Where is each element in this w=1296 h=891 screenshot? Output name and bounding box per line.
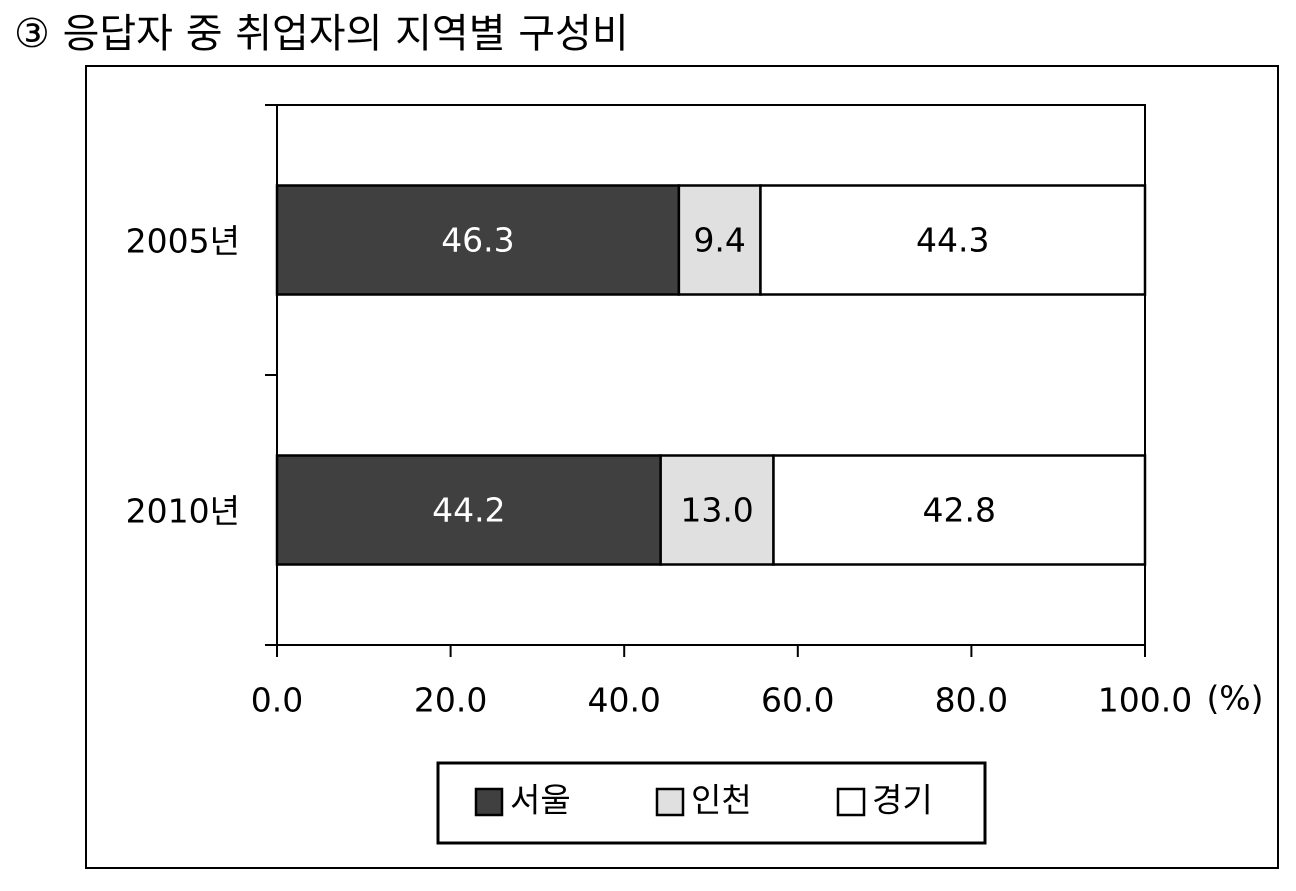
- x-tick-label: 100.0: [1098, 681, 1192, 720]
- x-tick-label: 80.0: [935, 681, 1008, 720]
- legend-swatch: [474, 787, 504, 817]
- bar-segment: [772, 454, 1147, 566]
- legend-label: 서울: [510, 781, 571, 820]
- data-label: 46.3: [441, 221, 514, 260]
- data-label: 13.0: [680, 491, 753, 530]
- x-tick-label: 20.0: [414, 681, 487, 720]
- x-tick-label: 40.0: [587, 681, 660, 720]
- legend-label: 경기: [872, 781, 933, 820]
- y-tick-label: 2005년: [126, 222, 240, 261]
- bar-segment: [659, 454, 775, 566]
- data-label: 44.2: [432, 491, 505, 530]
- chart-title: ③ 응답자 중 취업자의 지역별 구성비: [14, 11, 629, 57]
- x-tick-label: 0.0: [251, 681, 303, 720]
- x-axis-label: (%): [1206, 679, 1263, 718]
- data-label: 9.4: [693, 221, 745, 260]
- chart-frame: [85, 65, 1279, 869]
- bar-segment: [759, 184, 1147, 296]
- legend-label: 인천: [691, 781, 752, 820]
- bar-segment: [677, 184, 762, 296]
- legend-swatch: [836, 787, 866, 817]
- y-tick-label: 2010년: [126, 492, 240, 531]
- legend-box: [436, 761, 987, 845]
- x-tick-label: 60.0: [761, 681, 834, 720]
- data-label: 44.3: [916, 221, 989, 260]
- legend-swatch: [655, 787, 685, 817]
- data-label: 42.8: [923, 491, 996, 530]
- bar-segment: [275, 454, 662, 566]
- bar-segment: [275, 184, 681, 296]
